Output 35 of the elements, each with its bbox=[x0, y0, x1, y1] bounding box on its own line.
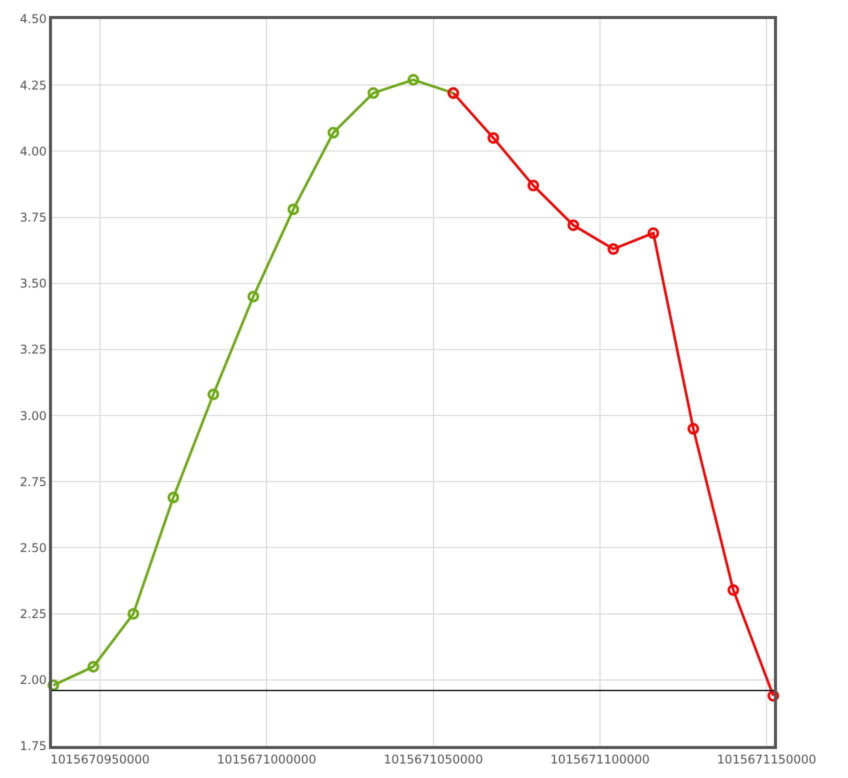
point bbox=[48, 679, 60, 691]
point bbox=[288, 204, 300, 216]
y-tick-label: 2.50 bbox=[20, 540, 47, 555]
y-tick-label: 3.75 bbox=[20, 210, 47, 224]
point bbox=[648, 227, 660, 239]
point bbox=[608, 243, 620, 255]
point bbox=[768, 690, 780, 702]
y-tick-label: 3.00 bbox=[20, 408, 47, 423]
point bbox=[528, 180, 540, 192]
y-tick-label: 3.50 bbox=[20, 276, 47, 291]
point bbox=[328, 126, 340, 138]
y-tick-label: 4.25 bbox=[20, 78, 47, 92]
point bbox=[568, 219, 580, 231]
x-tick-label: 1015671100000 bbox=[550, 752, 650, 766]
point bbox=[728, 584, 740, 596]
y-tick-label: 3.25 bbox=[20, 342, 47, 357]
point bbox=[368, 87, 380, 99]
point bbox=[488, 132, 500, 144]
y-tick-label: 4.50 bbox=[20, 12, 47, 26]
x-tick-label: 1015671050000 bbox=[384, 752, 483, 766]
point bbox=[208, 388, 220, 400]
point bbox=[88, 660, 100, 672]
point bbox=[688, 423, 700, 435]
y-tick-label: 4.00 bbox=[20, 144, 47, 158]
point bbox=[248, 290, 260, 302]
x-tick-label: 1015670950000 bbox=[50, 752, 150, 766]
y-tick-label: 2.00 bbox=[20, 673, 47, 688]
y-tick-label: 1.75 bbox=[20, 739, 47, 754]
point bbox=[128, 608, 140, 620]
y-tick-label: 2.75 bbox=[20, 474, 47, 489]
x-tick-label: 1015671150000 bbox=[717, 752, 816, 766]
point bbox=[408, 74, 420, 86]
x-tick-label: 1015671000000 bbox=[217, 752, 316, 766]
y-tick-label: 2.25 bbox=[20, 607, 47, 622]
point bbox=[168, 492, 180, 504]
